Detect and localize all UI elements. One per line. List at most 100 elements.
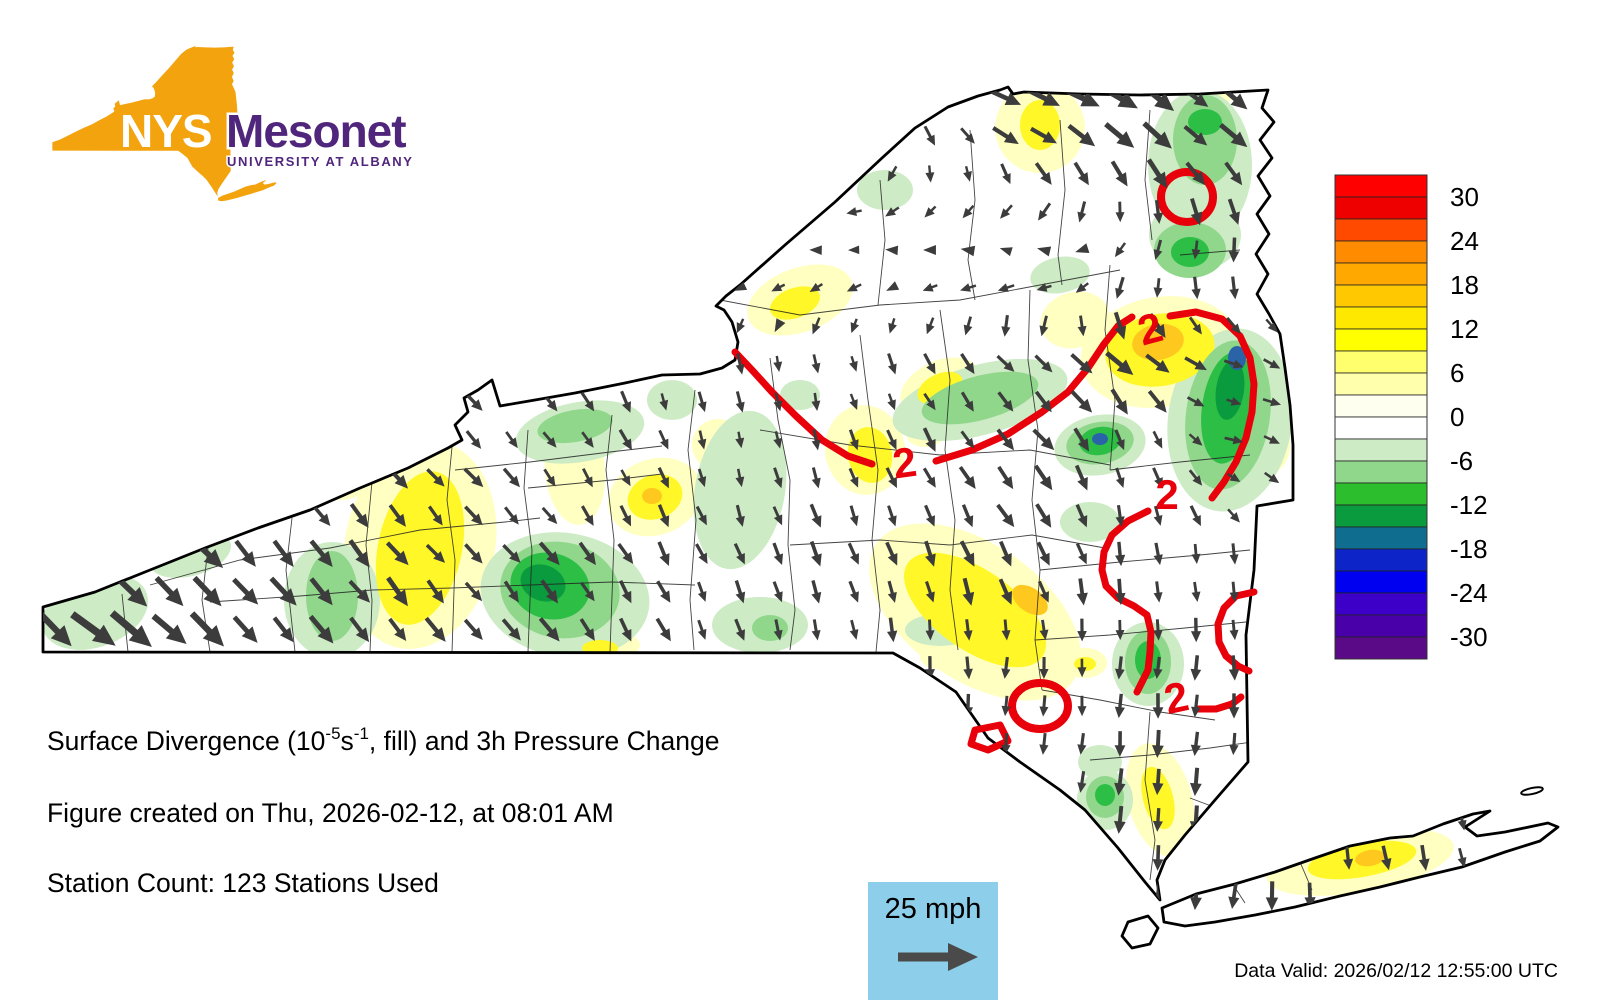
wind-arrow bbox=[999, 247, 1013, 257]
wind-arrow-head bbox=[1115, 399, 1128, 415]
wind-arrow-head bbox=[698, 552, 708, 564]
wind-arrow-head bbox=[997, 283, 1009, 292]
colorbar-tick-label: -18 bbox=[1450, 534, 1488, 564]
wind-arrow bbox=[1110, 160, 1128, 187]
wind-arrow bbox=[657, 541, 670, 567]
wind-arrow bbox=[1034, 162, 1052, 185]
wind-arrow-head bbox=[318, 513, 331, 526]
wind-arrow bbox=[1191, 581, 1201, 602]
wind-arrow-head bbox=[1191, 553, 1201, 565]
wind-arrow-head bbox=[394, 513, 406, 527]
wind-arrow bbox=[1229, 543, 1239, 565]
colorbar-tick-label: -24 bbox=[1450, 578, 1488, 608]
wind-arrow-head bbox=[925, 553, 936, 567]
wind-arrow-head bbox=[1192, 514, 1201, 527]
wind-arrow bbox=[1077, 695, 1087, 717]
wind-arrow-head bbox=[697, 476, 707, 488]
wind-arrow bbox=[505, 431, 518, 449]
wind-arrow-head bbox=[1192, 475, 1203, 486]
wind-arrow-head bbox=[355, 513, 369, 528]
wind-arrow bbox=[885, 245, 899, 256]
wind-arrow-head bbox=[925, 669, 936, 680]
wind-arrow-head bbox=[735, 629, 745, 641]
wind-arrow-head bbox=[1343, 858, 1354, 870]
wind-arrow bbox=[990, 89, 1022, 105]
wind-arrow-head bbox=[660, 438, 669, 450]
wind-arrow-head bbox=[1042, 131, 1057, 144]
wind-arrow-head bbox=[811, 591, 822, 604]
pressure-contour-line bbox=[731, 348, 876, 468]
wind-arrow-head bbox=[1115, 172, 1128, 187]
pressure-contour-ring bbox=[1157, 168, 1217, 226]
wind-arrow bbox=[1001, 619, 1011, 641]
logo-university-text: UNIVERSITY AT ALBANY bbox=[227, 154, 414, 169]
data-valid-caption: Data Valid: 2026/02/12 12:55:00 UTC bbox=[1234, 960, 1558, 982]
wind-arrow bbox=[997, 283, 1015, 292]
wind-arrow bbox=[697, 430, 707, 450]
wind-arrow-head bbox=[812, 323, 821, 335]
wind-arrow bbox=[1100, 87, 1138, 109]
wind-arrow-head bbox=[471, 513, 483, 526]
wind-arrow-head bbox=[1114, 706, 1125, 719]
wind-arrow-head bbox=[660, 590, 671, 603]
wind-arrow-head bbox=[433, 475, 445, 487]
wind-arrow bbox=[885, 206, 900, 217]
divergence-blob-g3 bbox=[1095, 784, 1115, 806]
wind-arrow-head bbox=[1154, 477, 1163, 489]
wind-arrow bbox=[812, 317, 821, 335]
wind-arrow bbox=[733, 542, 745, 565]
wind-arrow-head bbox=[50, 625, 72, 647]
divergence-blob-g2 bbox=[921, 371, 1039, 425]
wind-arrow-head bbox=[1229, 288, 1239, 300]
wind-arrow bbox=[580, 581, 595, 602]
wind-arrow-head bbox=[1228, 251, 1240, 263]
colorbar-cell bbox=[1334, 328, 1428, 352]
wind-arrow-head bbox=[850, 476, 859, 488]
wind-arrow bbox=[269, 576, 297, 606]
wind-arrow bbox=[962, 577, 975, 606]
wind-arrow bbox=[426, 579, 444, 604]
wind-arrow bbox=[464, 581, 483, 602]
wind-arrow-head bbox=[964, 437, 975, 449]
pressure-contour-line bbox=[1194, 693, 1245, 713]
wind-arrow-head bbox=[1004, 92, 1022, 105]
wind-arrow bbox=[960, 430, 975, 449]
wind-arrow bbox=[1077, 315, 1087, 337]
wind-arrow-head bbox=[735, 363, 745, 375]
wind-arrow bbox=[580, 391, 595, 412]
divergence-blob-b bbox=[1092, 433, 1108, 445]
wind-arrow bbox=[232, 615, 258, 643]
colorbar-cell bbox=[1334, 548, 1428, 572]
wind-arrow-head bbox=[1001, 476, 1014, 490]
wind-arrow-head bbox=[1077, 782, 1087, 793]
wind-arrow bbox=[999, 540, 1012, 567]
wind-arrow bbox=[1153, 239, 1163, 260]
wind-arrow bbox=[1077, 732, 1087, 755]
colorbar-cell bbox=[1334, 438, 1428, 462]
wind-arrow-head bbox=[1075, 283, 1087, 293]
wind-arrow-head bbox=[1077, 706, 1087, 717]
wind-arrow-head bbox=[394, 474, 409, 489]
divergence-blob-g3 bbox=[217, 395, 299, 459]
divergence-blob-y3 bbox=[1355, 849, 1385, 867]
wind-arrow bbox=[464, 543, 483, 564]
wind-arrow bbox=[1114, 578, 1126, 606]
wind-arrow bbox=[1185, 161, 1206, 186]
wind-arrow bbox=[963, 165, 972, 182]
divergence-blob-g4 bbox=[238, 401, 286, 439]
wind-arrow-head bbox=[355, 627, 370, 643]
wind-arrow bbox=[1074, 464, 1088, 491]
wind-arrow bbox=[811, 392, 821, 412]
wind-arrow-head bbox=[925, 591, 935, 603]
wind-arrow bbox=[503, 580, 519, 603]
wind-arrow bbox=[1190, 655, 1202, 681]
nys-mesonet-logo: NYS Mesonet UNIVERSITY AT ALBANY bbox=[52, 46, 414, 202]
wind-arrow-head bbox=[735, 401, 745, 413]
wind-arrow bbox=[1077, 201, 1087, 223]
wind-arrow-head bbox=[1230, 323, 1241, 335]
wind-arrow bbox=[1077, 618, 1087, 642]
wind-arrow bbox=[1188, 469, 1203, 486]
wind-arrow-head bbox=[433, 551, 446, 563]
wind-arrow-head bbox=[659, 515, 670, 528]
wind-arrow-head bbox=[317, 550, 333, 567]
